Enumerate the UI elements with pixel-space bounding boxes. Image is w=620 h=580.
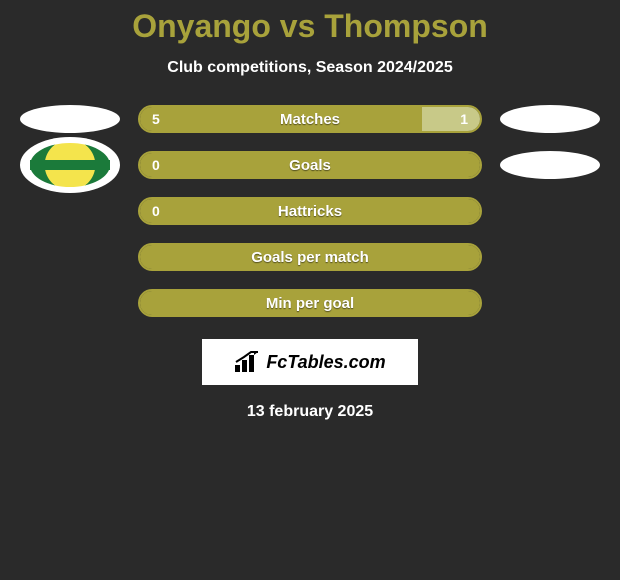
stat-bar: Hattricks0 xyxy=(138,197,482,225)
stat-row: Min per goal xyxy=(10,289,610,317)
stat-value-left: 0 xyxy=(152,197,160,225)
stat-bar: Goals0 xyxy=(138,151,482,179)
player-oval xyxy=(500,105,600,133)
date-label: 13 february 2025 xyxy=(0,403,620,421)
stat-row: Matches5 1 xyxy=(10,105,610,133)
stat-label: Hattricks xyxy=(138,197,482,225)
left-side xyxy=(10,105,130,133)
stat-label: Goals xyxy=(138,151,482,179)
stat-label: Matches xyxy=(138,105,482,133)
page-subtitle: Club competitions, Season 2024/2025 xyxy=(0,59,620,77)
site-logo: FcTables.com xyxy=(202,339,418,385)
left-side xyxy=(10,137,130,193)
right-side xyxy=(490,151,610,179)
stats-area: Matches51Goals0Hattricks0Goals per match… xyxy=(0,105,620,317)
stat-row: Goals per match xyxy=(10,243,610,271)
stat-bar: Goals per match xyxy=(138,243,482,271)
stat-bar: Matches5 1 xyxy=(138,105,482,133)
stat-row: Hattricks0 xyxy=(10,197,610,225)
stat-value-right: 1 xyxy=(460,105,468,133)
player-oval xyxy=(500,151,600,179)
stat-label: Goals per match xyxy=(138,243,482,271)
stat-label: Min per goal xyxy=(138,289,482,317)
stat-value-left: 5 xyxy=(152,105,160,133)
player-oval xyxy=(20,105,120,133)
right-side xyxy=(490,105,610,133)
page-title: Onyango vs Thompson xyxy=(0,8,620,45)
stat-value-left: 0 xyxy=(152,151,160,179)
site-logo-text: FcTables.com xyxy=(266,352,385,373)
club-logo-icon xyxy=(20,137,120,193)
stat-row: Goals0 xyxy=(10,151,610,179)
stat-bar: Min per goal xyxy=(138,289,482,317)
bars-icon xyxy=(234,351,260,373)
